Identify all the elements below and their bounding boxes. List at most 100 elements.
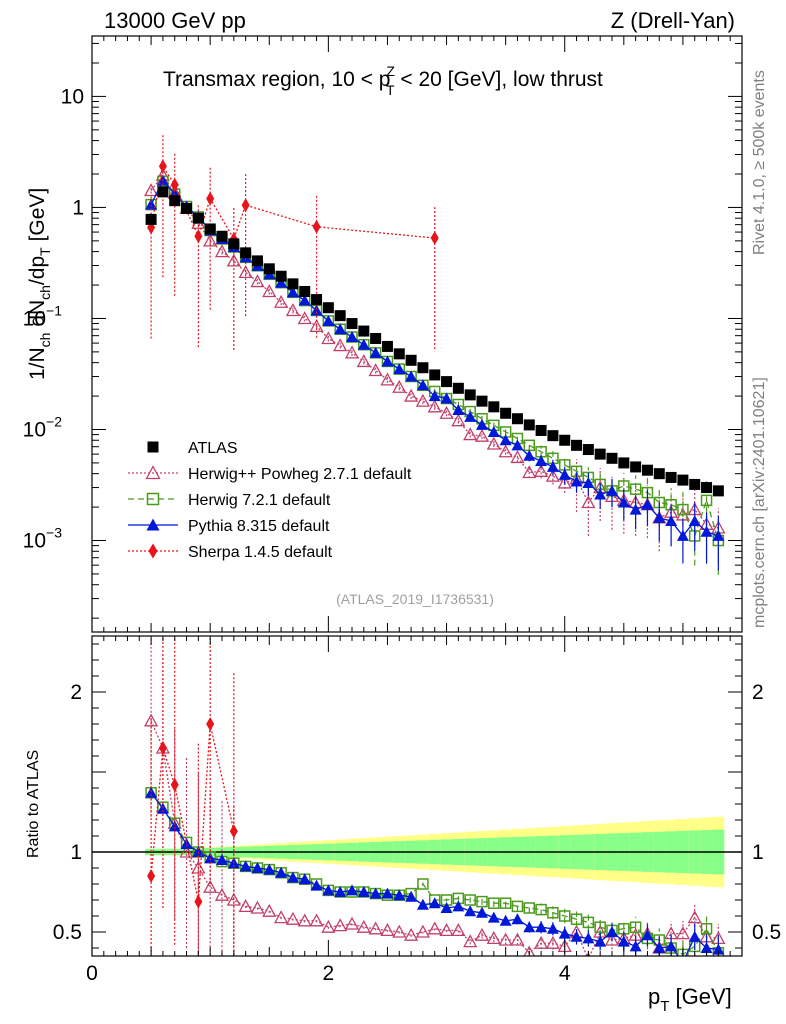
- data-point: [486, 436, 501, 450]
- ratio-point: [712, 943, 725, 955]
- data-point: [416, 379, 429, 391]
- ratio-point: [463, 934, 478, 948]
- ratio-point: [476, 906, 488, 918]
- title-sup: Z: [386, 63, 395, 79]
- ratio-point: [229, 824, 238, 839]
- data-point: [677, 474, 689, 486]
- data-point: [430, 231, 439, 246]
- ratio-point: [582, 916, 595, 929]
- data-point: [297, 311, 312, 325]
- data-point: [273, 294, 289, 308]
- data-point: [510, 450, 525, 464]
- data-point: [498, 444, 513, 458]
- data-point: [464, 410, 477, 422]
- data-point: [204, 223, 216, 235]
- ratio-point: [368, 921, 383, 935]
- ratio-point: [179, 844, 194, 858]
- data-point: [582, 444, 594, 456]
- data-point: [358, 325, 370, 337]
- ratio-point: [594, 935, 607, 947]
- ratio-y-tick-label-right: 0.5: [752, 921, 781, 944]
- data-point: [334, 323, 347, 335]
- ratio-point: [617, 935, 630, 947]
- ratio-point: [145, 786, 158, 798]
- title-tail: < 20 [GeV], low thrust: [395, 68, 604, 91]
- ratio-point: [653, 942, 666, 953]
- legend-label: Sherpa 1.4.5 default: [188, 544, 333, 561]
- main-y-tick-label: 10−1: [23, 302, 63, 330]
- ratio-point: [582, 932, 595, 944]
- data-point: [262, 284, 277, 298]
- legend-entry: Herwig 7.2.1 default: [128, 492, 331, 509]
- ratio-panel-frame: [91, 635, 743, 957]
- data-point: [312, 219, 321, 234]
- data-point: [429, 369, 441, 381]
- data-point: [545, 468, 561, 482]
- data-point: [582, 476, 595, 488]
- ratio-point: [523, 902, 536, 914]
- data-point: [157, 186, 169, 198]
- data-point: [322, 302, 334, 314]
- ratio-y-tick-label: 0.5: [53, 921, 82, 944]
- data-point: [641, 464, 653, 476]
- data-point: [712, 485, 724, 497]
- ratio-point: [629, 940, 642, 952]
- ratio-point: [322, 884, 335, 896]
- ratio-point: [263, 863, 276, 875]
- ratio-point: [381, 887, 394, 899]
- data-point: [310, 304, 323, 316]
- data-point: [464, 389, 476, 401]
- legend-marker: [146, 518, 160, 531]
- title-sub: T: [386, 82, 395, 98]
- data-point: [263, 263, 275, 275]
- ratio-point: [298, 873, 311, 885]
- ratio-y-tick-label: 2: [70, 681, 82, 704]
- data-point: [370, 333, 382, 345]
- x-tick-label: 0: [86, 962, 98, 985]
- ratio-point: [321, 919, 336, 933]
- ratio-point: [486, 931, 501, 945]
- data-point: [451, 413, 466, 427]
- ratio-point: [675, 926, 691, 940]
- data-point: [275, 270, 287, 282]
- legend-marker: [147, 441, 159, 453]
- data-point: [557, 475, 572, 489]
- main-y-tick-label: 10−3: [23, 525, 63, 553]
- data-point: [677, 503, 689, 516]
- data-point: [275, 276, 288, 288]
- data-point: [287, 278, 299, 290]
- ratio-point: [356, 919, 371, 933]
- legend-entry: Herwig++ Powheg 2.7.1 default: [128, 465, 412, 483]
- legend-entry: Pythia 8.315 default: [128, 518, 330, 535]
- data-point: [311, 294, 323, 306]
- data-point: [369, 346, 382, 358]
- ratio-point: [558, 927, 571, 939]
- legend-marker: [146, 492, 160, 506]
- ratio-point: [440, 902, 453, 913]
- data-point: [368, 363, 383, 377]
- ratio-point: [251, 862, 264, 873]
- ratio-point: [403, 927, 419, 941]
- ratio-point: [143, 713, 159, 727]
- ratio-point: [687, 910, 702, 924]
- data-point: [546, 460, 559, 472]
- ratio-point: [405, 890, 418, 902]
- data-point: [606, 452, 618, 464]
- data-point: [558, 468, 571, 480]
- ratio-point: [451, 923, 466, 937]
- data-point: [415, 393, 431, 407]
- ratio-y-tick-label: 1: [70, 841, 82, 864]
- main-y-axis-label: 1/Nch dNch/dpT [GeV]: [26, 188, 53, 380]
- data-point: [346, 331, 358, 343]
- ratio-point: [310, 879, 323, 891]
- data-point: [700, 525, 713, 537]
- data-point: [629, 503, 642, 515]
- data-point: [203, 233, 218, 247]
- ratio-point: [545, 935, 561, 949]
- ratio-point: [511, 900, 524, 913]
- data-point: [594, 488, 607, 500]
- ratio-point: [499, 914, 512, 926]
- ratio-point: [216, 854, 228, 865]
- ratio-point: [238, 899, 253, 913]
- data-point: [629, 483, 642, 495]
